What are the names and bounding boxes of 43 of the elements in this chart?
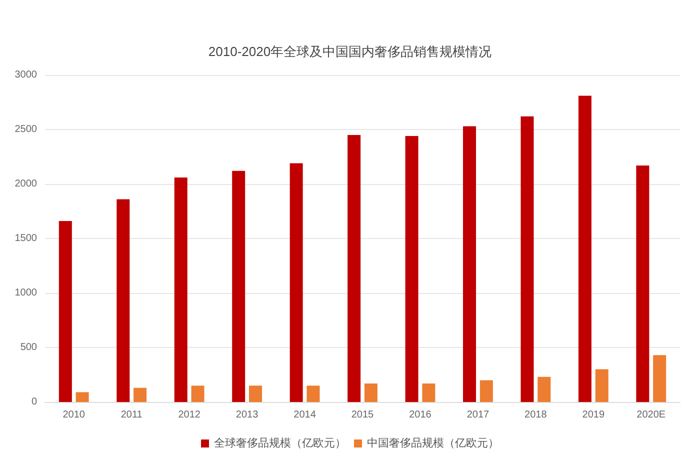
bar: [364, 383, 378, 402]
bar: [405, 136, 418, 402]
y-tick-label: 0: [31, 396, 38, 408]
y-tick-label: 2500: [14, 124, 38, 135]
x-tick-label: 2014: [294, 410, 316, 420]
bar: [248, 386, 262, 402]
bar: [578, 96, 592, 402]
x-tick-label: 2016: [409, 410, 432, 420]
bar: [538, 376, 551, 402]
x-tick-label: 2013: [236, 410, 259, 420]
bar: [463, 126, 476, 402]
x-tick-label: 2011: [120, 410, 143, 420]
x-tick-label: 2010: [62, 410, 86, 420]
bar: [58, 221, 72, 402]
bar: [306, 386, 320, 402]
legend-label: 中国奢侈品规模（亿欧元）: [367, 436, 499, 450]
legend-label: 全球奢侈品规模（亿欧元）: [214, 436, 346, 450]
bar: [348, 134, 361, 402]
bar: [116, 199, 130, 402]
bar: [191, 386, 204, 402]
bar: [595, 369, 608, 402]
bar: [76, 392, 89, 402]
bar: [422, 383, 436, 402]
bar: [232, 170, 246, 402]
y-tick-label: 2000: [14, 178, 38, 190]
bar: [520, 116, 534, 402]
x-tick-label: 2017: [466, 410, 490, 420]
y-tick-label: 3000: [14, 70, 38, 80]
x-tick-label: 2020E: [636, 410, 666, 420]
x-tick-label: 2018: [524, 410, 548, 420]
bar: [174, 177, 188, 402]
y-tick-label: 500: [20, 342, 38, 353]
bar: [653, 355, 666, 402]
y-tick-label: 1000: [14, 288, 38, 298]
x-tick-label: 2015: [351, 410, 374, 420]
bar: [290, 163, 303, 402]
bar: [480, 380, 493, 402]
x-tick-label: 2012: [178, 410, 201, 420]
chart-title: 2010-2020年全球及中国国内奢侈品销售规模情况: [208, 44, 492, 59]
bar: [134, 388, 147, 402]
y-tick-label: 1500: [14, 233, 38, 244]
x-tick-label: 2019: [582, 410, 605, 420]
bar: [636, 165, 650, 402]
